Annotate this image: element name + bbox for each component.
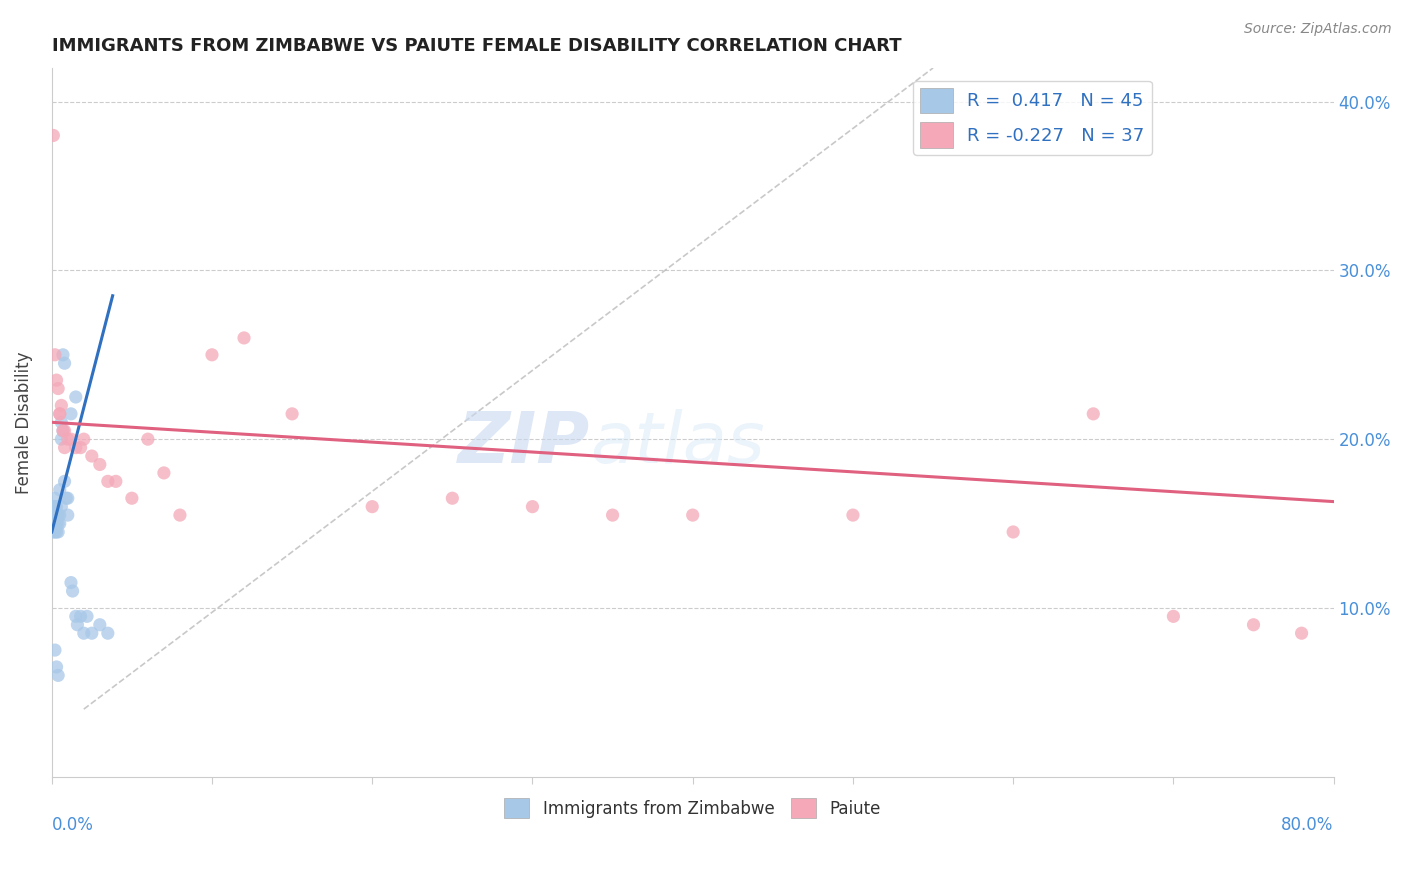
Point [55, 491, 77, 506]
Point [89, 617, 111, 632]
Point [44, 643, 66, 657]
Point [49, 516, 72, 531]
Point [89, 458, 111, 472]
Point [73, 432, 96, 446]
Point [53, 441, 76, 455]
Point [46, 508, 69, 522]
Point [65, 390, 87, 404]
Point [842, 508, 865, 522]
Point [49, 508, 72, 522]
Point [45, 660, 67, 674]
Point [44, 508, 66, 522]
Point [59, 432, 82, 446]
Point [44, 516, 66, 531]
Point [42, 500, 65, 514]
Point [42, 128, 65, 143]
Point [522, 500, 544, 514]
Legend: Immigrants from Zimbabwe, Paiute: Immigrants from Zimbabwe, Paiute [498, 791, 887, 825]
Point [45, 373, 67, 387]
Point [53, 424, 76, 438]
Point [45, 516, 67, 531]
Point [361, 500, 384, 514]
Text: IMMIGRANTS FROM ZIMBABWE VS PAIUTE FEMALE DISABILITY CORRELATION CHART: IMMIGRANTS FROM ZIMBABWE VS PAIUTE FEMAL… [52, 37, 901, 55]
Point [49, 407, 72, 421]
Point [602, 508, 624, 522]
Point [52, 424, 75, 438]
Point [441, 491, 464, 506]
Point [80, 449, 103, 463]
Point [49, 483, 72, 497]
Point [44, 500, 66, 514]
Text: ZIP: ZIP [458, 409, 591, 478]
Point [136, 432, 159, 446]
Point [44, 348, 66, 362]
Point [169, 508, 191, 522]
Point [281, 407, 304, 421]
Point [121, 491, 143, 506]
Point [45, 508, 67, 522]
Point [69, 609, 91, 624]
Point [1002, 524, 1025, 539]
Point [1163, 609, 1185, 624]
Point [62, 584, 84, 599]
Point [97, 626, 120, 640]
Point [45, 500, 67, 514]
Text: 0.0%: 0.0% [52, 815, 94, 834]
Text: Source: ZipAtlas.com: Source: ZipAtlas.com [1244, 22, 1392, 37]
Y-axis label: Female Disability: Female Disability [15, 351, 32, 493]
Point [49, 407, 72, 421]
Point [59, 407, 82, 421]
Point [46, 516, 69, 531]
Text: atlas: atlas [591, 409, 765, 478]
Point [51, 432, 73, 446]
Point [65, 609, 87, 624]
Point [46, 524, 69, 539]
Point [53, 475, 76, 489]
Point [46, 668, 69, 682]
Point [53, 356, 76, 370]
Point [65, 441, 87, 455]
Point [44, 491, 66, 506]
Point [80, 626, 103, 640]
Text: 80.0%: 80.0% [1281, 815, 1334, 834]
Point [42, 516, 65, 531]
Point [69, 441, 91, 455]
Point [52, 348, 75, 362]
Point [1243, 617, 1265, 632]
Point [42, 524, 65, 539]
Point [1083, 407, 1105, 421]
Point [56, 432, 79, 446]
Point [44, 524, 66, 539]
Point [76, 609, 98, 624]
Point [56, 491, 79, 506]
Point [45, 524, 67, 539]
Point [45, 508, 67, 522]
Point [97, 475, 120, 489]
Point [51, 415, 73, 429]
Point [56, 508, 79, 522]
Point [201, 348, 224, 362]
Point [233, 331, 256, 345]
Point [66, 617, 89, 632]
Point [153, 466, 176, 480]
Point [682, 508, 704, 522]
Point [59, 575, 82, 590]
Point [46, 382, 69, 396]
Point [51, 500, 73, 514]
Point [1291, 626, 1313, 640]
Point [42, 508, 65, 522]
Point [104, 475, 127, 489]
Point [52, 424, 75, 438]
Point [73, 626, 96, 640]
Point [51, 399, 73, 413]
